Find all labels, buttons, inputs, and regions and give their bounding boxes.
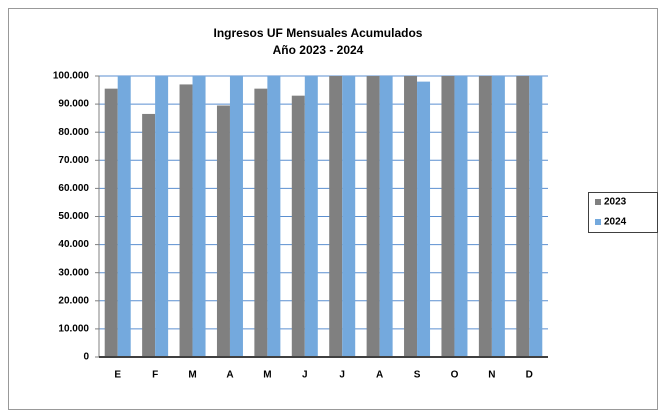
legend-label: 2024 (604, 217, 627, 228)
bar (441, 76, 455, 357)
x-tick-label: A (376, 370, 383, 381)
chart-subtitle: Año 2023 - 2024 (273, 43, 364, 57)
bar (179, 84, 193, 358)
bar (454, 76, 468, 357)
y-tick-label: 50.000 (58, 211, 89, 222)
y-tick-label: 0 (83, 352, 89, 363)
bar (304, 76, 318, 357)
bar (329, 76, 343, 357)
x-tick-label: A (226, 370, 233, 381)
bar (229, 76, 243, 357)
bar (267, 76, 281, 357)
bar (379, 76, 393, 357)
x-tick-label: M (188, 370, 196, 381)
y-tick-label: 90.000 (58, 99, 89, 110)
bar (192, 76, 206, 357)
x-tick-label: D (526, 370, 533, 381)
bar (404, 76, 418, 357)
bar (366, 76, 380, 357)
y-tick-label: 40.000 (58, 239, 89, 250)
y-tick-label: 100.000 (53, 71, 90, 82)
bar (529, 76, 543, 357)
chart-title: Ingresos UF Mensuales Acumulados (214, 26, 423, 40)
bar (254, 88, 268, 358)
bar (491, 76, 505, 357)
bar (155, 76, 169, 357)
x-tick-label: S (414, 370, 421, 381)
bar (478, 76, 492, 357)
x-tick-label: J (302, 370, 308, 381)
x-tick-label: O (451, 370, 459, 381)
y-tick-label: 10.000 (58, 324, 89, 335)
x-tick-label: N (488, 370, 495, 381)
bar (291, 95, 305, 358)
y-tick-label: 30.000 (58, 267, 89, 278)
bar (417, 81, 431, 358)
x-tick-label: F (152, 370, 158, 381)
bar (104, 88, 118, 358)
y-tick-label: 70.000 (58, 155, 89, 166)
x-tick-label: E (114, 370, 121, 381)
bar (142, 113, 156, 357)
y-tick-label: 20.000 (58, 295, 89, 306)
x-tick-label: J (339, 370, 345, 381)
bar (516, 76, 530, 357)
bar (342, 76, 356, 357)
legend-swatch (595, 219, 601, 225)
y-tick-label: 60.000 (58, 183, 89, 194)
x-tick-label: M (263, 370, 271, 381)
y-tick-label: 80.000 (58, 127, 89, 138)
bar (117, 76, 131, 357)
bar (216, 105, 230, 357)
legend-swatch (595, 199, 601, 205)
legend-label: 2023 (604, 197, 627, 208)
